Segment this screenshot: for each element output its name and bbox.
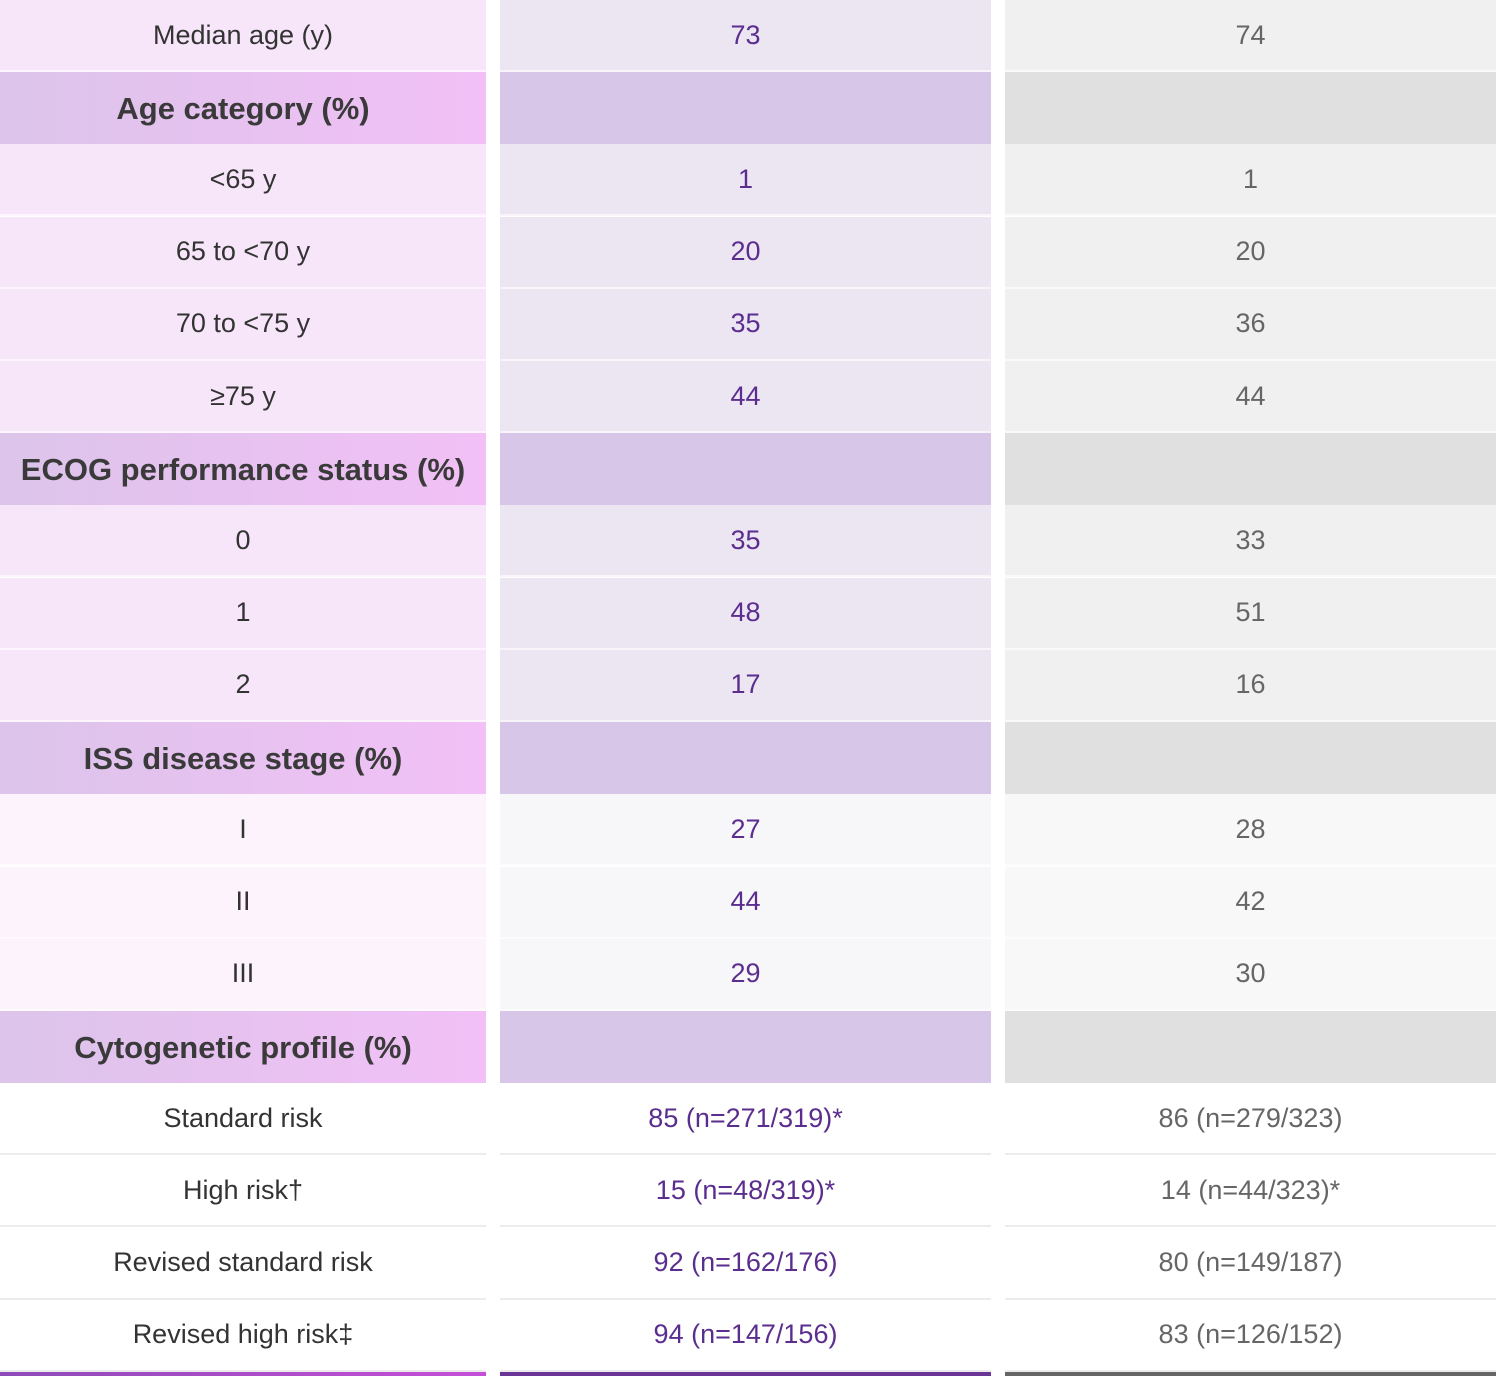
cell-value: 16 (1005, 649, 1496, 722)
cell-value: 17 (500, 649, 991, 722)
table-row: ISS disease stage (%) (0, 722, 1496, 797)
cell-value: 20 (500, 216, 991, 289)
row-label: 2 (0, 649, 486, 722)
table-row: Revised standard risk 92 (n=162/176) 80 (n… (0, 1227, 1496, 1300)
row-label: Revised high risk‡ (0, 1299, 486, 1372)
cell-value: 42 (1005, 866, 1496, 939)
cell-value (500, 433, 991, 508)
row-label: 65 to <70 y (0, 216, 486, 289)
cell-value: 33 (1005, 505, 1496, 578)
cell-value: 36 (1005, 288, 1496, 361)
cell-value (500, 1010, 991, 1085)
row-label: Standard risk (0, 1083, 486, 1156)
cell-value: 44 (500, 361, 991, 434)
row-label: 0 (0, 505, 486, 578)
cell-value: 44 (1005, 361, 1496, 434)
table-row: ≥75 y 44 44 (0, 361, 1496, 434)
cell-value: 30 (1005, 938, 1496, 1011)
table-row: Cytogenetic profile (%) (0, 1010, 1496, 1085)
rule (0, 1372, 486, 1376)
cell-value (500, 722, 991, 797)
cell-value: 83 (n=126/152) (1005, 1299, 1496, 1372)
cell-value: 27 (500, 794, 991, 867)
row-label: II (0, 866, 486, 939)
table-row: 0 35 33 (0, 505, 1496, 578)
cell-value (1005, 72, 1496, 147)
table-row: III 29 30 (0, 938, 1496, 1011)
row-label: Revised standard risk (0, 1227, 486, 1300)
cell-value (1005, 722, 1496, 797)
row-label: High risk† (0, 1155, 486, 1228)
table-row: Standard risk 85 (n=271/319)* 86 (n=279/32… (0, 1083, 1496, 1156)
cell-value (1005, 433, 1496, 508)
cell-value: 85 (n=271/319)* (500, 1083, 991, 1156)
row-label: ECOG performance status (%) (0, 433, 486, 508)
cell-value: 1 (500, 144, 991, 217)
row-label: <65 y (0, 144, 486, 217)
cell-value: 15 (n=48/319)* (500, 1155, 991, 1228)
cell-value: 35 (500, 505, 991, 578)
row-label: III (0, 938, 486, 1011)
cell-value (500, 72, 991, 147)
row-label: I (0, 794, 486, 867)
row-label: Age category (%) (0, 72, 486, 147)
cell-value: 51 (1005, 577, 1496, 650)
row-label: 70 to <75 y (0, 288, 486, 361)
table-row: 2 17 16 (0, 649, 1496, 722)
table-row: ECOG performance status (%) (0, 433, 1496, 508)
row-label: Median age (y) (0, 0, 486, 72)
rule (500, 1372, 991, 1376)
row-label: ISS disease stage (%) (0, 722, 486, 797)
cell-value: 14 (n=44/323)* (1005, 1155, 1496, 1228)
row-label: 1 (0, 577, 486, 650)
cell-value: 28 (1005, 794, 1496, 867)
row-label: ≥75 y (0, 361, 486, 434)
cell-value: 94 (n=147/156) (500, 1299, 991, 1372)
table-row: Age category (%) (0, 72, 1496, 147)
cell-value: 29 (500, 938, 991, 1011)
rule (1005, 1372, 1496, 1376)
cell-value: 86 (n=279/323) (1005, 1083, 1496, 1156)
cell-value: 48 (500, 577, 991, 650)
cell-value: 44 (500, 866, 991, 939)
table-row: 70 to <75 y 35 36 (0, 288, 1496, 361)
table-row: Revised high risk‡ 94 (n=147/156) 83 (n=12… (0, 1299, 1496, 1372)
row-label: Cytogenetic profile (%) (0, 1010, 486, 1085)
table-row: Median age (y) 73 74 (0, 0, 1496, 72)
table-row: 1 48 51 (0, 577, 1496, 650)
table-row: High risk† 15 (n=48/319)* 14 (n=44/323)* (0, 1155, 1496, 1228)
cell-value: 74 (1005, 0, 1496, 72)
cell-value: 92 (n=162/176) (500, 1227, 991, 1300)
cell-value: 20 (1005, 216, 1496, 289)
cell-value: 35 (500, 288, 991, 361)
table-row: 65 to <70 y 20 20 (0, 216, 1496, 289)
cell-value: 80 (n=149/187) (1005, 1227, 1496, 1300)
cell-value: 1 (1005, 144, 1496, 217)
table-row: I 27 28 (0, 794, 1496, 867)
cell-value: 73 (500, 0, 991, 72)
cell-value (1005, 1010, 1496, 1085)
table-row: II 44 42 (0, 866, 1496, 939)
